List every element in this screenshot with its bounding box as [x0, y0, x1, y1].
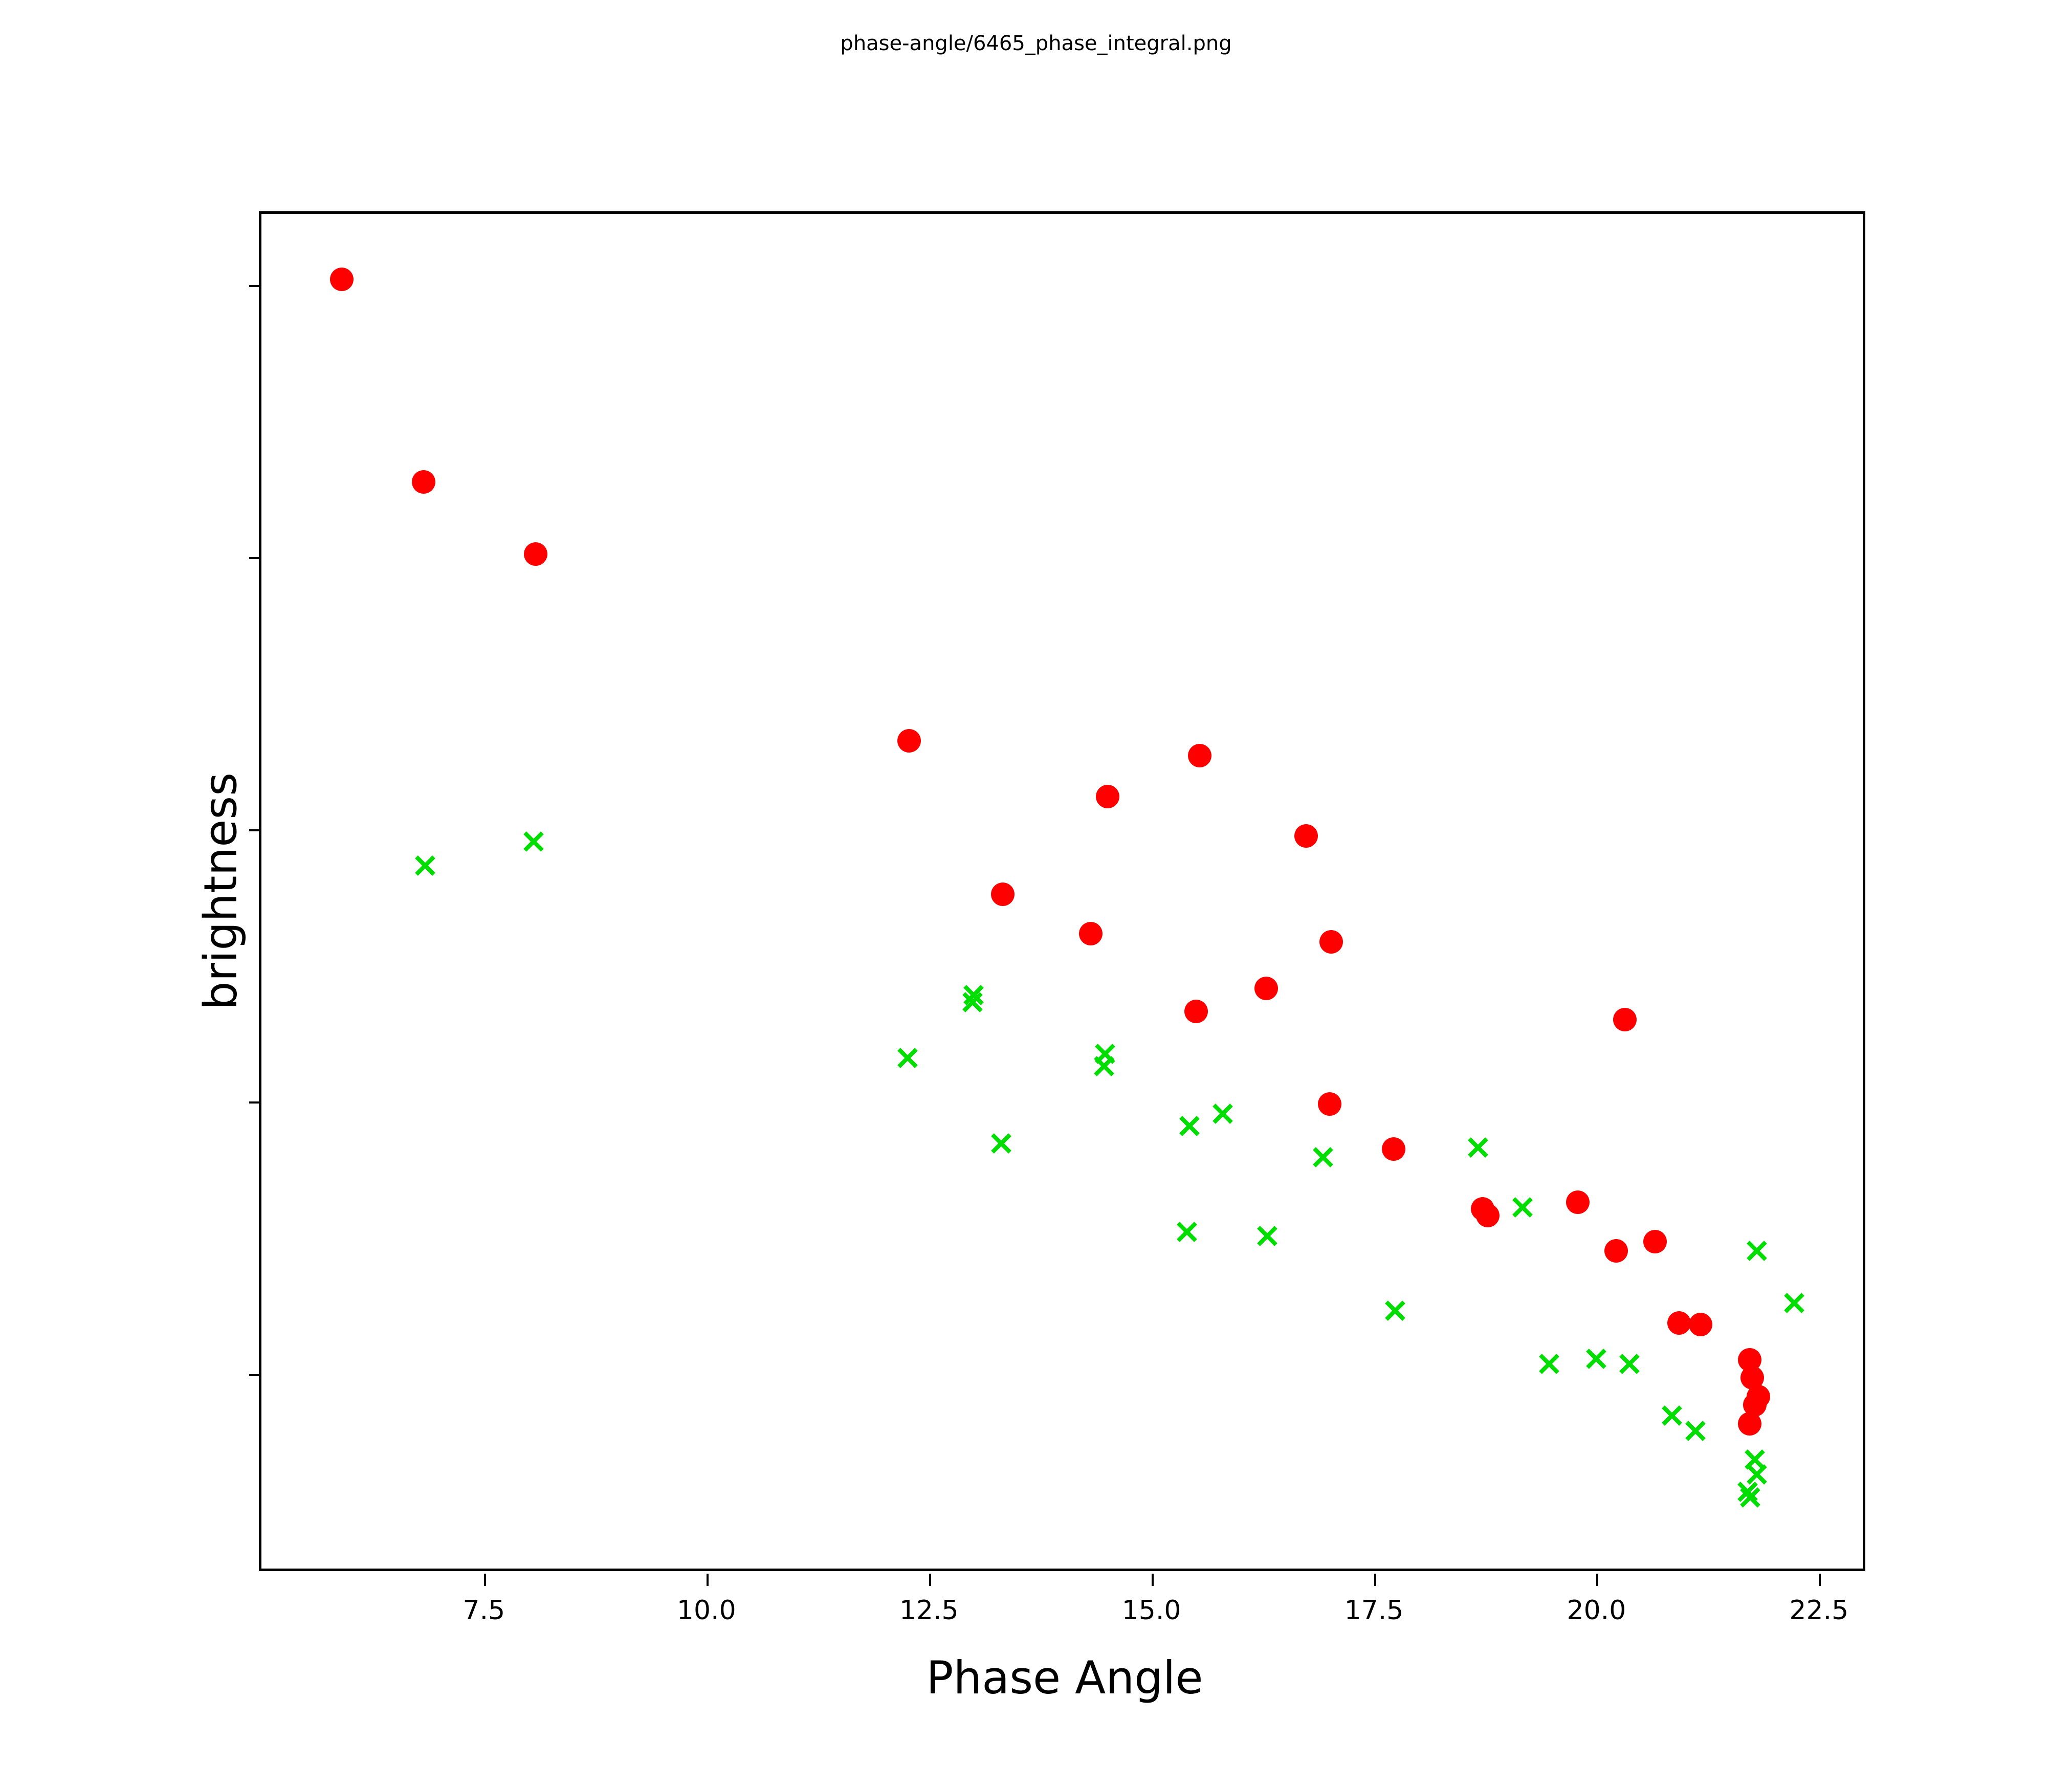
- data-point-cross: [1783, 1292, 1805, 1314]
- data-point-circle: [1566, 1190, 1590, 1214]
- data-point-cross: [1746, 1463, 1768, 1486]
- data-point-cross: [1176, 1221, 1198, 1243]
- data-point-cross: [1511, 1196, 1534, 1219]
- data-point-circle: [1254, 976, 1279, 1000]
- data-point-circle: [1096, 784, 1120, 808]
- data-point-circle: [1476, 1204, 1500, 1228]
- x-tick-mark: [1151, 1574, 1154, 1586]
- x-tick-label: 17.5: [1344, 1595, 1404, 1626]
- x-tick-label: 7.5: [462, 1595, 505, 1626]
- data-point-cross: [1093, 1055, 1115, 1077]
- x-tick-mark: [1819, 1574, 1821, 1586]
- data-point-circle: [1294, 824, 1318, 848]
- y-axis-label: brightness: [194, 772, 247, 1010]
- x-tick-mark: [1374, 1574, 1376, 1586]
- figure-title: phase-angle/6465_phase_integral.png: [840, 32, 1232, 55]
- data-point-cross: [1739, 1486, 1761, 1509]
- data-point-circle: [1079, 922, 1103, 946]
- data-point-circle: [1688, 1313, 1712, 1337]
- y-tick-mark: [249, 1101, 261, 1104]
- data-point-circle: [1737, 1412, 1761, 1436]
- data-point-cross: [896, 1047, 919, 1069]
- data-point-cross: [1384, 1299, 1406, 1322]
- data-point-cross: [1661, 1404, 1683, 1427]
- data-point-cross: [1684, 1420, 1707, 1442]
- x-tick-label: 22.5: [1789, 1595, 1849, 1626]
- data-point-cross: [1256, 1225, 1279, 1247]
- x-tick-mark: [1596, 1574, 1599, 1586]
- data-point-cross: [1618, 1353, 1641, 1375]
- y-tick-mark: [249, 557, 261, 560]
- data-point-cross: [1211, 1102, 1234, 1125]
- data-point-circle: [1613, 1008, 1637, 1032]
- y-tick-mark: [249, 285, 261, 287]
- data-point-cross: [1538, 1353, 1560, 1375]
- data-point-cross: [961, 991, 984, 1013]
- data-point-cross: [1178, 1115, 1201, 1137]
- x-axis-label: Phase Angle: [926, 1651, 1203, 1704]
- data-point-circle: [1604, 1239, 1628, 1263]
- data-point-circle: [897, 729, 921, 753]
- x-tick-mark: [706, 1574, 709, 1586]
- plot-frame: brightness Phase Angle 2468107.510.012.5…: [194, 211, 1865, 1704]
- data-point-circle: [411, 470, 435, 494]
- data-point-circle: [1317, 1092, 1341, 1116]
- data-point-cross: [962, 984, 985, 1006]
- x-tick-mark: [483, 1574, 486, 1586]
- x-tick-label: 10.0: [676, 1595, 736, 1626]
- data-point-circle: [1187, 743, 1211, 767]
- data-point-circle: [1667, 1311, 1691, 1335]
- data-point-cross: [1746, 1240, 1768, 1262]
- scatter-plot-area: [261, 214, 1863, 1569]
- x-tick-mark: [929, 1574, 931, 1586]
- y-tick-mark: [249, 829, 261, 832]
- x-tick-label: 15.0: [1121, 1595, 1181, 1626]
- data-point-circle: [1184, 1000, 1208, 1024]
- data-point-cross: [414, 854, 436, 877]
- data-point-cross: [522, 830, 545, 853]
- data-point-circle: [991, 882, 1015, 907]
- data-point-circle: [1381, 1137, 1405, 1161]
- data-point-cross: [990, 1132, 1012, 1155]
- data-point-cross: [1467, 1136, 1489, 1159]
- data-point-cross: [1585, 1348, 1607, 1370]
- x-tick-label: 12.5: [899, 1595, 959, 1626]
- data-point-cross: [1312, 1146, 1334, 1168]
- data-point-circle: [523, 542, 547, 566]
- data-point-circle: [1319, 930, 1343, 954]
- y-tick-mark: [249, 1374, 261, 1376]
- data-point-circle: [329, 267, 354, 291]
- data-point-circle: [1643, 1229, 1667, 1253]
- x-tick-label: 20.0: [1567, 1595, 1626, 1626]
